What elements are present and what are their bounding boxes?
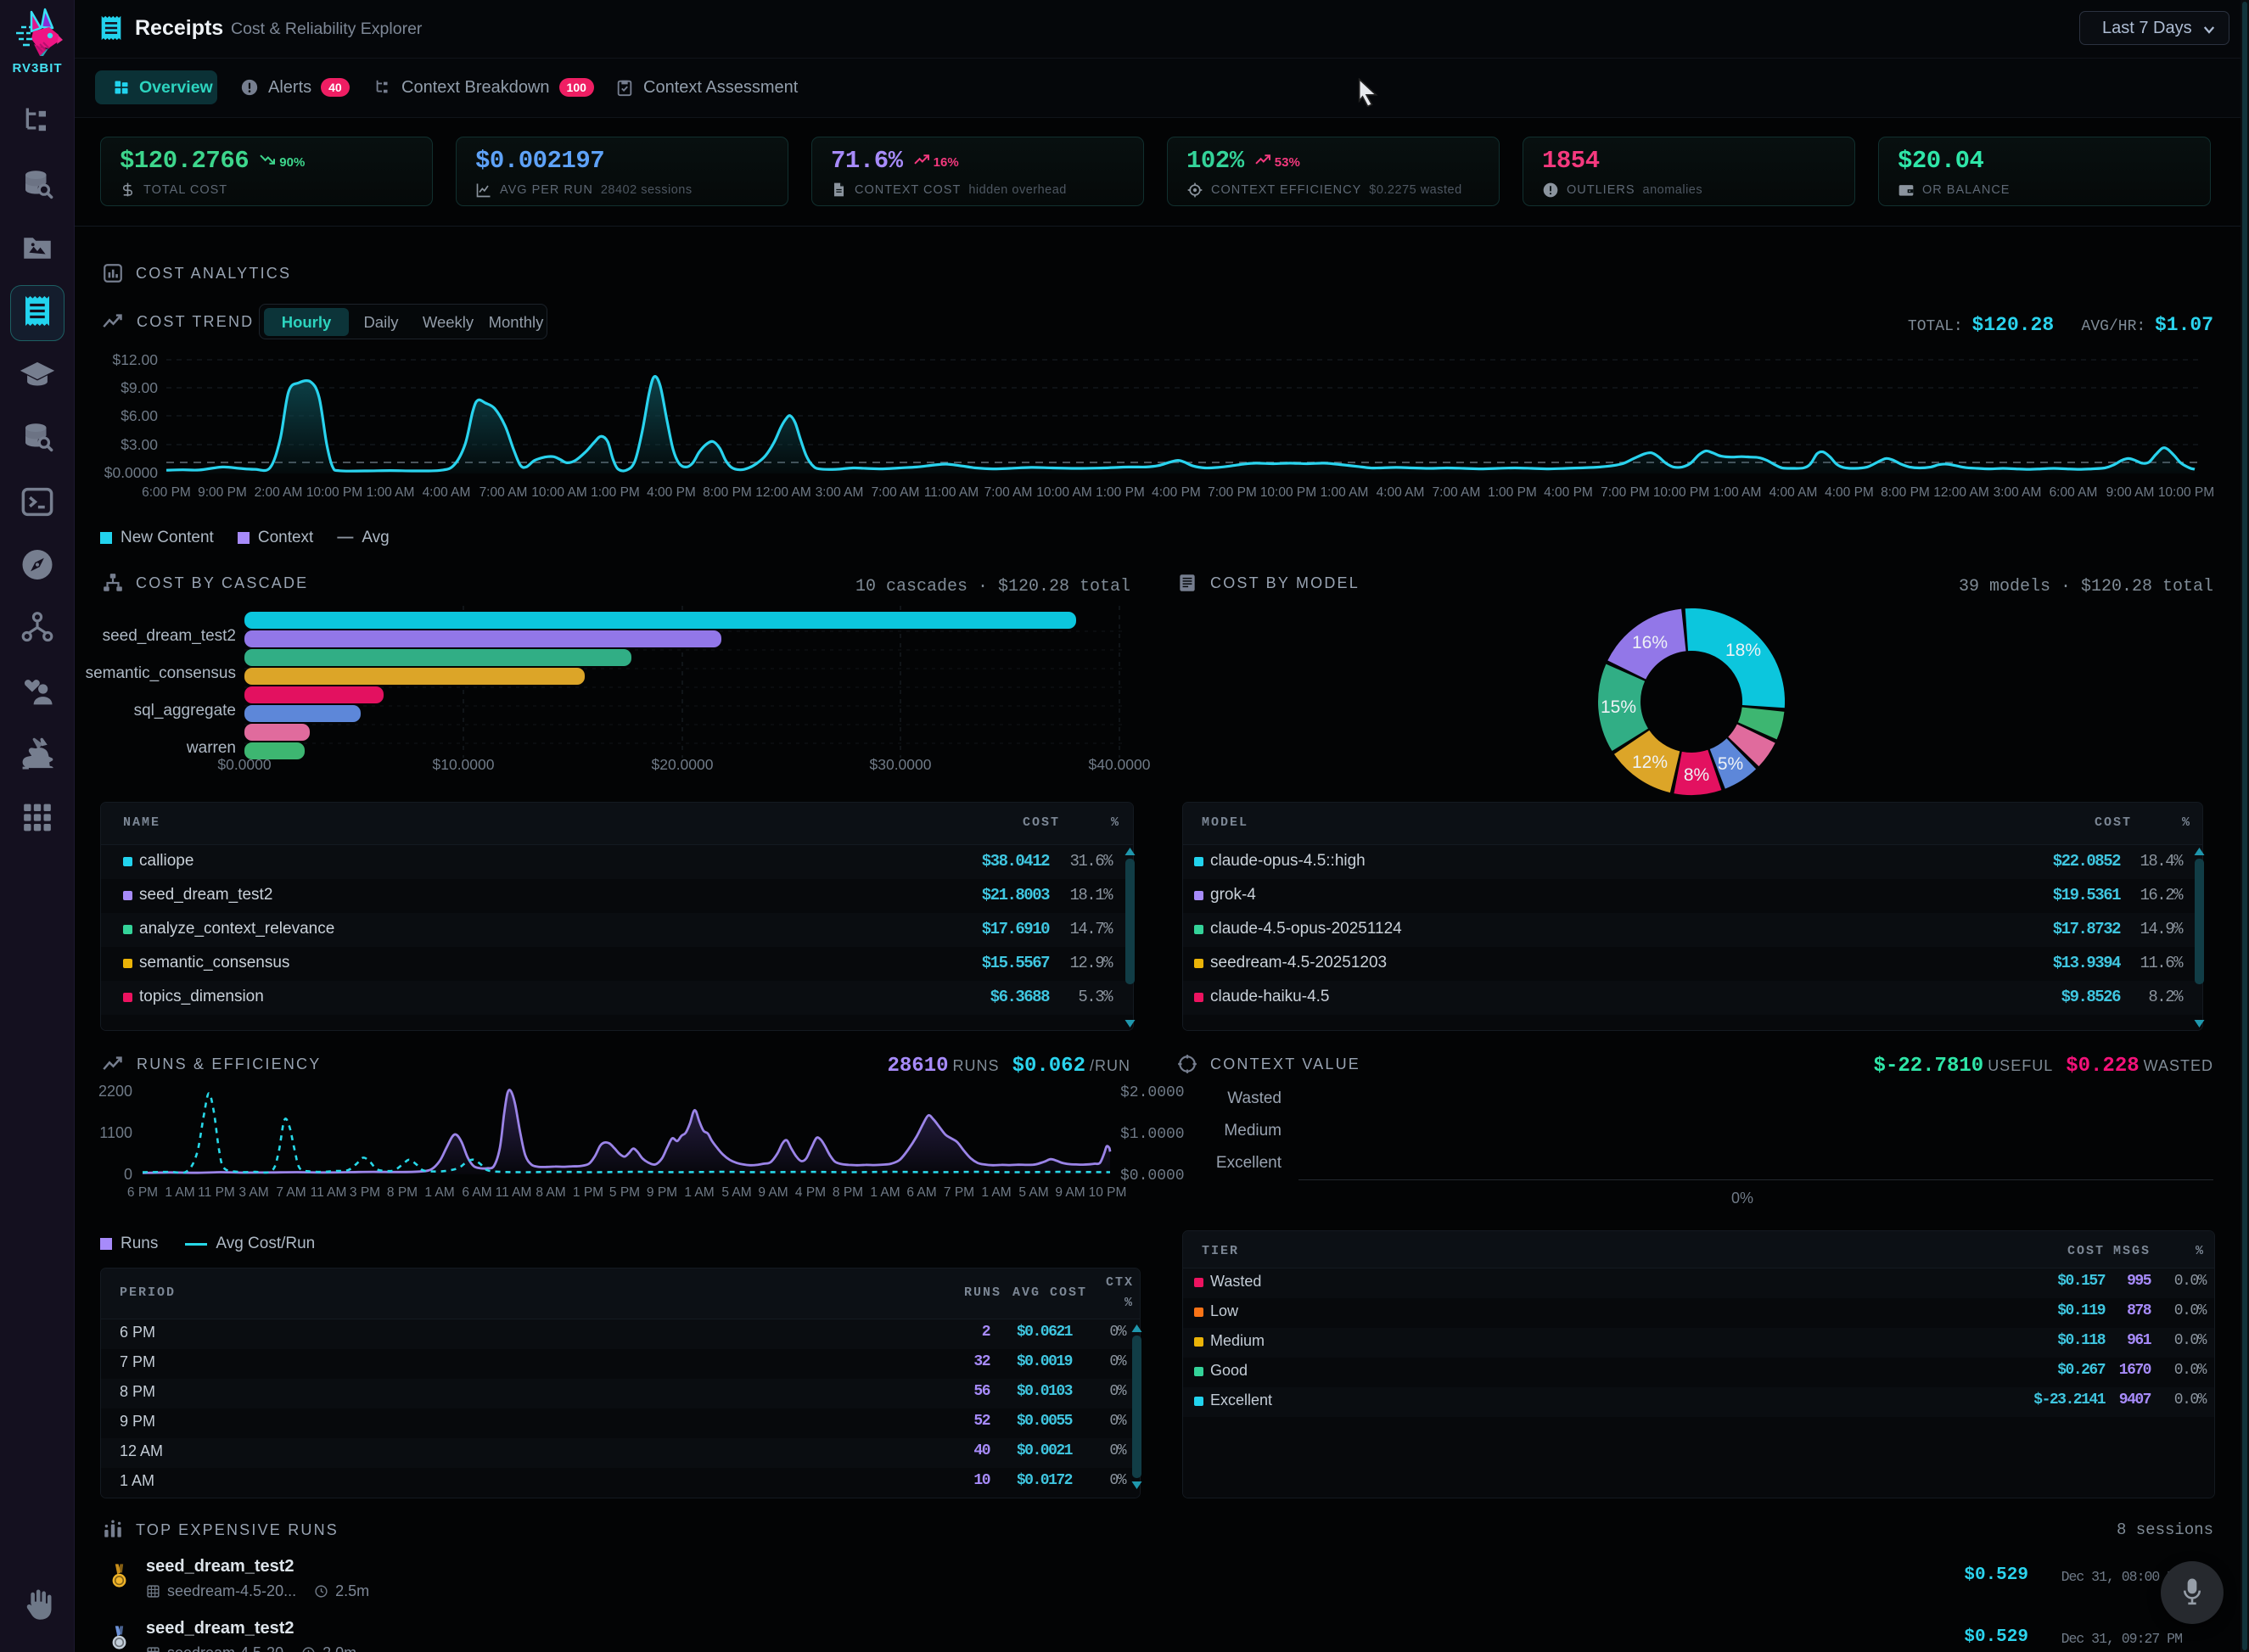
svg-text:4:00 PM: 4:00 PM	[1825, 485, 1874, 500]
svg-text:10:00 PM: 10:00 PM	[306, 485, 362, 500]
svg-text:4:00 AM: 4:00 AM	[1769, 485, 1818, 500]
svg-text:5 PM: 5 PM	[609, 1185, 640, 1200]
svg-text:$9.00: $9.00	[121, 379, 158, 396]
svg-text:$2.0000: $2.0000	[1120, 1084, 1185, 1101]
svg-text:sql_aggregate: sql_aggregate	[134, 702, 236, 720]
svg-text:1 AM: 1 AM	[165, 1185, 194, 1200]
svg-text:11:00 AM: 11:00 AM	[924, 485, 979, 500]
svg-text:1:00 PM: 1:00 PM	[1096, 485, 1145, 500]
svg-text:7:00 PM: 7:00 PM	[1208, 485, 1257, 500]
svg-text:8 AM: 8 AM	[536, 1185, 565, 1200]
svg-text:3:00 AM: 3:00 AM	[816, 485, 864, 500]
svg-text:2200: 2200	[98, 1083, 132, 1100]
svg-text:3 PM: 3 PM	[350, 1185, 380, 1200]
svg-text:8%: 8%	[1684, 765, 1709, 785]
svg-text:$10.0000: $10.0000	[433, 756, 495, 773]
svg-text:$6.00: $6.00	[121, 407, 158, 424]
svg-text:4:00 AM: 4:00 AM	[1377, 485, 1425, 500]
svg-text:1:00 PM: 1:00 PM	[591, 485, 640, 500]
svg-text:5 AM: 5 AM	[1018, 1185, 1048, 1200]
svg-text:4:00 AM: 4:00 AM	[423, 485, 471, 500]
svg-text:10:00 PM: 10:00 PM	[1260, 485, 1316, 500]
svg-text:15%: 15%	[1601, 697, 1636, 717]
svg-text:$40.0000: $40.0000	[1089, 756, 1151, 773]
svg-text:3:00 AM: 3:00 AM	[1994, 485, 2042, 500]
svg-text:$12.00: $12.00	[112, 351, 158, 368]
svg-text:12:00 AM: 12:00 AM	[1933, 485, 1989, 500]
svg-text:10:00 AM: 10:00 AM	[531, 485, 587, 500]
svg-text:5%: 5%	[1718, 754, 1743, 774]
svg-text:$30.0000: $30.0000	[870, 756, 932, 773]
svg-text:warren: warren	[186, 739, 236, 757]
svg-text:4:00 PM: 4:00 PM	[1544, 485, 1593, 500]
svg-text:1:00 PM: 1:00 PM	[1488, 485, 1537, 500]
svg-text:0: 0	[124, 1166, 132, 1183]
svg-text:9:00 PM: 9:00 PM	[198, 485, 247, 500]
svg-text:1 PM: 1 PM	[573, 1185, 603, 1200]
svg-text:6 AM: 6 AM	[462, 1185, 491, 1200]
svg-text:1100: 1100	[99, 1124, 132, 1141]
svg-text:10:00 PM: 10:00 PM	[2158, 485, 2214, 500]
svg-text:7:00 PM: 7:00 PM	[1601, 485, 1650, 500]
svg-text:$0.0000: $0.0000	[104, 464, 159, 481]
svg-text:10 PM: 10 PM	[1089, 1185, 1127, 1200]
svg-text:5 AM: 5 AM	[721, 1185, 751, 1200]
svg-text:10:00 AM: 10:00 AM	[1036, 485, 1092, 500]
svg-text:7:00 AM: 7:00 AM	[480, 485, 528, 500]
svg-text:1:00 AM: 1:00 AM	[1321, 485, 1369, 500]
svg-text:$0.0000: $0.0000	[1120, 1168, 1185, 1184]
svg-text:semantic_consensus: semantic_consensus	[86, 664, 236, 682]
svg-text:$1.0000: $1.0000	[1120, 1126, 1185, 1143]
svg-text:1 AM: 1 AM	[870, 1185, 900, 1200]
svg-text:7:00 AM: 7:00 AM	[984, 485, 1033, 500]
svg-text:2:00 AM: 2:00 AM	[255, 485, 303, 500]
svg-text:1 AM: 1 AM	[981, 1185, 1011, 1200]
svg-text:9 AM: 9 AM	[1055, 1185, 1085, 1200]
svg-text:18%: 18%	[1725, 641, 1761, 660]
svg-text:8 PM: 8 PM	[833, 1185, 863, 1200]
svg-text:8:00 PM: 8:00 PM	[1881, 485, 1930, 500]
svg-text:6:00 AM: 6:00 AM	[2050, 485, 2098, 500]
svg-text:11 AM: 11 AM	[496, 1185, 532, 1200]
svg-text:seed_dream_test2: seed_dream_test2	[103, 627, 236, 645]
svg-text:7:00 AM: 7:00 AM	[1433, 485, 1481, 500]
svg-text:1 AM: 1 AM	[424, 1185, 454, 1200]
svg-text:1:00 AM: 1:00 AM	[367, 485, 415, 500]
svg-text:12%: 12%	[1632, 753, 1668, 772]
svg-text:3 AM: 3 AM	[238, 1185, 268, 1200]
svg-text:9 AM: 9 AM	[758, 1185, 788, 1200]
svg-text:6 AM: 6 AM	[906, 1185, 936, 1200]
svg-text:6:00 PM: 6:00 PM	[142, 485, 191, 500]
svg-text:4 PM: 4 PM	[795, 1185, 826, 1200]
svg-text:7 AM: 7 AM	[276, 1185, 306, 1200]
svg-text:7 PM: 7 PM	[944, 1185, 974, 1200]
svg-text:8:00 PM: 8:00 PM	[703, 485, 752, 500]
svg-text:$3.00: $3.00	[121, 436, 158, 453]
svg-text:16%: 16%	[1632, 633, 1668, 652]
svg-text:12:00 AM: 12:00 AM	[755, 485, 811, 500]
svg-text:11 PM: 11 PM	[198, 1185, 235, 1200]
svg-text:9:00 AM: 9:00 AM	[2106, 485, 2155, 500]
svg-text:1 AM: 1 AM	[684, 1185, 714, 1200]
svg-text:11 AM: 11 AM	[311, 1185, 347, 1200]
svg-text:$20.0000: $20.0000	[652, 756, 714, 773]
svg-text:4:00 PM: 4:00 PM	[647, 485, 696, 500]
svg-text:1:00 AM: 1:00 AM	[1713, 485, 1762, 500]
svg-text:8 PM: 8 PM	[387, 1185, 418, 1200]
svg-text:4:00 PM: 4:00 PM	[1152, 485, 1201, 500]
svg-text:6 PM: 6 PM	[127, 1185, 158, 1200]
svg-text:9 PM: 9 PM	[647, 1185, 677, 1200]
svg-text:7:00 AM: 7:00 AM	[872, 485, 920, 500]
svg-text:10:00 PM: 10:00 PM	[1653, 485, 1709, 500]
svg-text:$0.0000: $0.0000	[217, 756, 272, 773]
